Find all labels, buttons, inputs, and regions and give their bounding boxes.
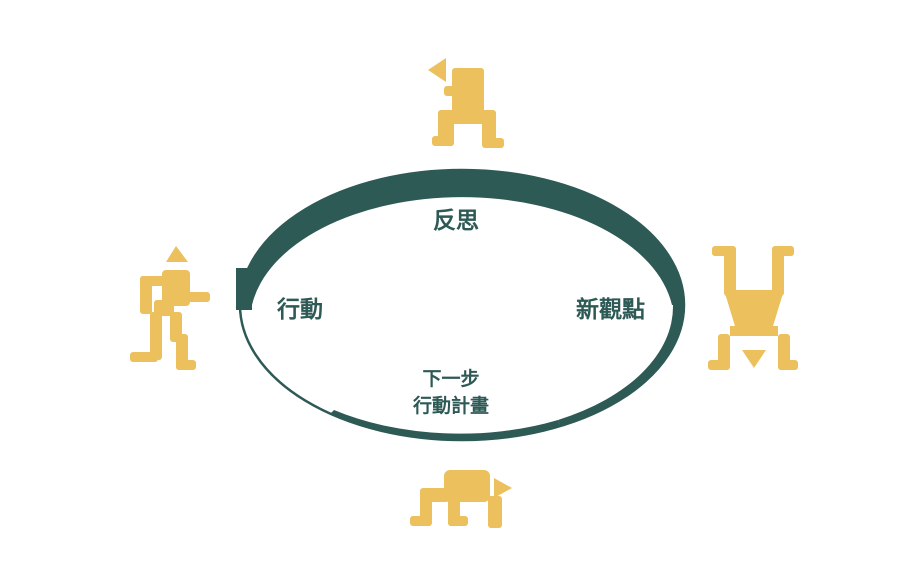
crawling-figure-icon: [410, 470, 512, 528]
cycle-arc-bottom: [330, 410, 560, 441]
cycle-arc-thick: [240, 170, 684, 305]
stage-label-next-plan-line2: 行動計畫: [413, 395, 490, 417]
thinking-figure-icon: [428, 58, 504, 148]
stage-label-new-perspective: 新觀點: [576, 297, 645, 323]
handstand-figure-icon: [708, 246, 798, 370]
stage-label-next-plan: 下一步 行動計畫: [413, 366, 489, 420]
cycle-arc-right: [558, 305, 684, 426]
stage-label-reflect: 反思: [433, 208, 479, 234]
stage-label-action: 行動: [277, 297, 323, 323]
walking-figure-icon: [130, 246, 210, 370]
stage-label-next-plan-line1: 下一步: [422, 368, 480, 390]
cycle-arc-start-cap: [236, 268, 252, 310]
cycle-ellipse: [236, 168, 686, 442]
